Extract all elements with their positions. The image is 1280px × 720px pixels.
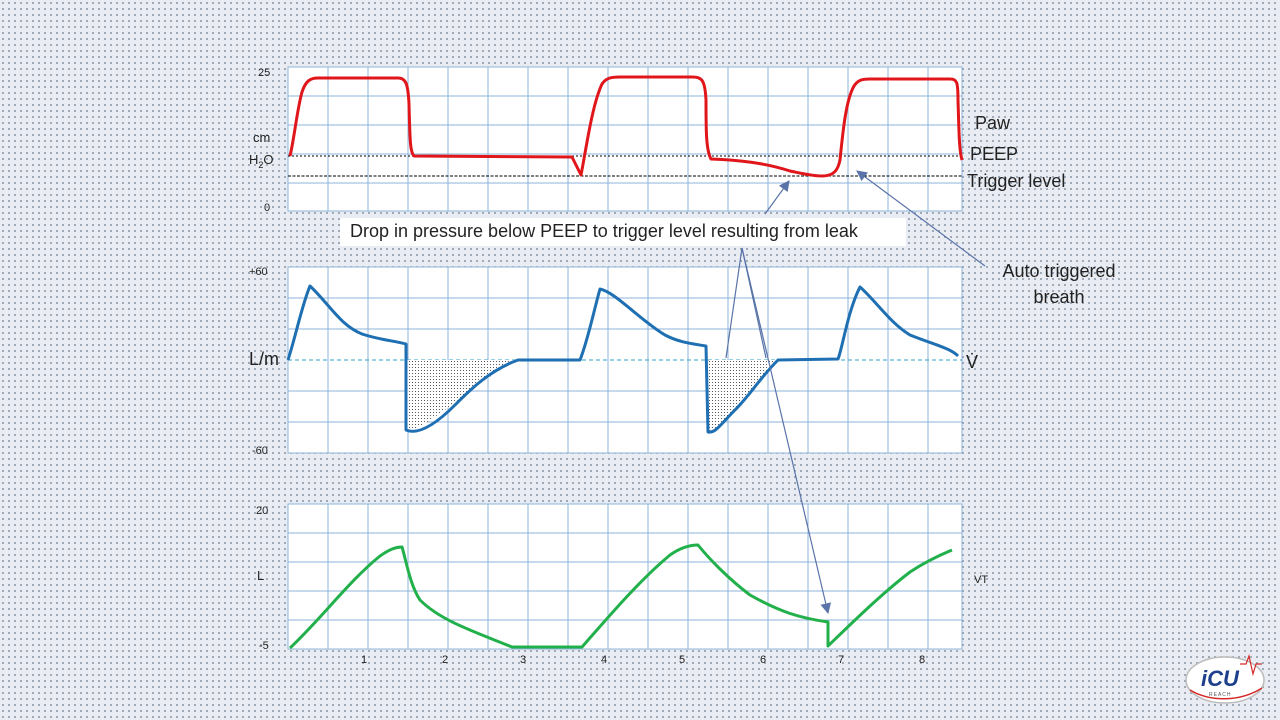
auto-trigger-arrow bbox=[856, 170, 986, 267]
flow-y-tick-top: +60 bbox=[249, 266, 268, 278]
vt-panel: 20 -5 L VT bbox=[256, 503, 988, 652]
volume-waveform bbox=[288, 543, 953, 650]
vt-unit: L bbox=[257, 568, 264, 583]
flow-signal-label: V̇ bbox=[966, 352, 978, 372]
paw-frame bbox=[287, 66, 963, 212]
x-axis-ticks: 1 2 3 4 5 6 7 8 bbox=[361, 654, 925, 666]
auto-trigger-label-line2: breath bbox=[1033, 287, 1084, 307]
paw-y-tick-top: 25 bbox=[258, 67, 270, 79]
paw-y-tick-bottom: 0 bbox=[264, 202, 270, 214]
x-tick: 1 bbox=[361, 654, 367, 666]
drop-text-background bbox=[340, 218, 906, 246]
paw-unit-h2o: H2O bbox=[249, 152, 274, 170]
pressure-waveform bbox=[288, 75, 964, 178]
flow-y-tick-bottom: -60 bbox=[252, 445, 268, 457]
logo-text: iCU bbox=[1201, 666, 1240, 691]
paw-panel: 25 0 cm H2O Paw PEEP Trigger level bbox=[249, 66, 1065, 214]
drop-arrow bbox=[764, 180, 790, 215]
x-tick: 7 bbox=[838, 654, 844, 666]
peep-label: PEEP bbox=[970, 144, 1018, 164]
x-tick: 5 bbox=[679, 654, 685, 666]
x-tick: 6 bbox=[760, 654, 766, 666]
vt-frame bbox=[287, 503, 963, 650]
auto-trigger-label-line1: Auto triggered bbox=[1002, 261, 1115, 281]
x-tick: 2 bbox=[442, 654, 448, 666]
vt-signal-label: VT bbox=[974, 574, 988, 586]
x-tick: 8 bbox=[919, 654, 925, 666]
vt-y-tick-top: 20 bbox=[256, 505, 268, 517]
annotations: Drop in pressure below PEEP to trigger l… bbox=[340, 170, 1116, 615]
flow-waveform bbox=[286, 284, 960, 434]
flow-unit: L/m bbox=[249, 349, 279, 369]
icu-reach-logo: iCU REACH bbox=[1185, 653, 1265, 704]
trigger-level-label: Trigger level bbox=[967, 171, 1065, 191]
paw-grid bbox=[288, 67, 962, 211]
paw-signal-label: Paw bbox=[975, 113, 1011, 133]
flow-panel: +60 -60 L/m V̇ bbox=[249, 266, 978, 457]
leak-volume-arrow bbox=[741, 247, 832, 615]
drop-annotation-text: Drop in pressure below PEEP to trigger l… bbox=[350, 221, 859, 241]
x-tick: 4 bbox=[601, 654, 607, 666]
logo-subtext: REACH bbox=[1209, 692, 1232, 698]
paw-unit-cm: cm bbox=[253, 130, 270, 145]
vt-y-tick-bottom: -5 bbox=[259, 640, 269, 652]
x-tick: 3 bbox=[520, 654, 526, 666]
